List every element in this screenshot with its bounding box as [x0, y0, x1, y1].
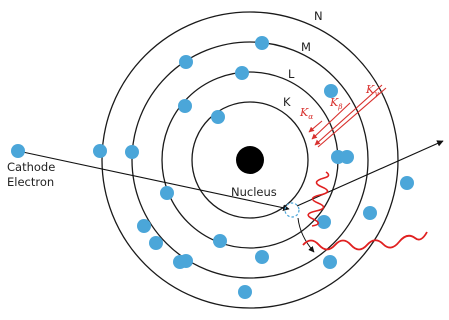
electron: [213, 234, 227, 248]
incident-electron-path: [17, 150, 290, 211]
k-beta-label: Kβ: [329, 96, 343, 111]
electron: [363, 206, 377, 220]
shell-n: [101, 11, 399, 309]
electron: [324, 84, 338, 98]
electron: [255, 250, 269, 264]
k-alpha-arrow: [308, 120, 323, 133]
electron: [149, 236, 163, 250]
shell-label-n: N: [314, 9, 323, 23]
electron: [173, 255, 187, 269]
electron: [317, 215, 331, 229]
shell-label-l: L: [288, 67, 295, 81]
cathode-label-line1: Cathode: [7, 160, 55, 174]
shell-m: [131, 41, 369, 279]
electron: [93, 144, 107, 158]
electron: [323, 255, 337, 269]
electron: [179, 55, 193, 69]
scattered-electron-path: [296, 140, 444, 207]
shell-k: [191, 101, 309, 219]
electron: [340, 150, 354, 164]
k-beta-arrow: [311, 102, 351, 140]
ejected-electron-arc: [297, 217, 315, 253]
electron: [255, 36, 269, 50]
electron: [178, 99, 192, 113]
k-transitions: [308, 84, 387, 148]
k-gamma-arrow: [314, 84, 383, 146]
incident-electron: [11, 144, 25, 158]
electron: [211, 110, 225, 124]
k-alpha-label: Kα: [299, 106, 313, 121]
shell-label-m: M: [301, 40, 311, 54]
electron: [160, 186, 174, 200]
electron: [137, 219, 151, 233]
electron: [235, 66, 249, 80]
electron: [400, 176, 414, 190]
shell-label-k: K: [283, 95, 291, 109]
shells: [101, 11, 399, 309]
cathode-label-line2: Electron: [7, 175, 54, 189]
k-gamma-arrow-2: [317, 87, 387, 148]
electrons: [93, 36, 414, 299]
vacancy-marker: [284, 202, 300, 218]
bremsstrahlung-wave: [302, 231, 428, 251]
electron: [125, 145, 139, 159]
nucleus: [236, 146, 264, 174]
nucleus-label: Nucleus: [231, 185, 277, 199]
k-gamma-label: Kγ: [365, 83, 379, 98]
characteristic-xray-wave: [307, 171, 330, 227]
electron: [238, 285, 252, 299]
